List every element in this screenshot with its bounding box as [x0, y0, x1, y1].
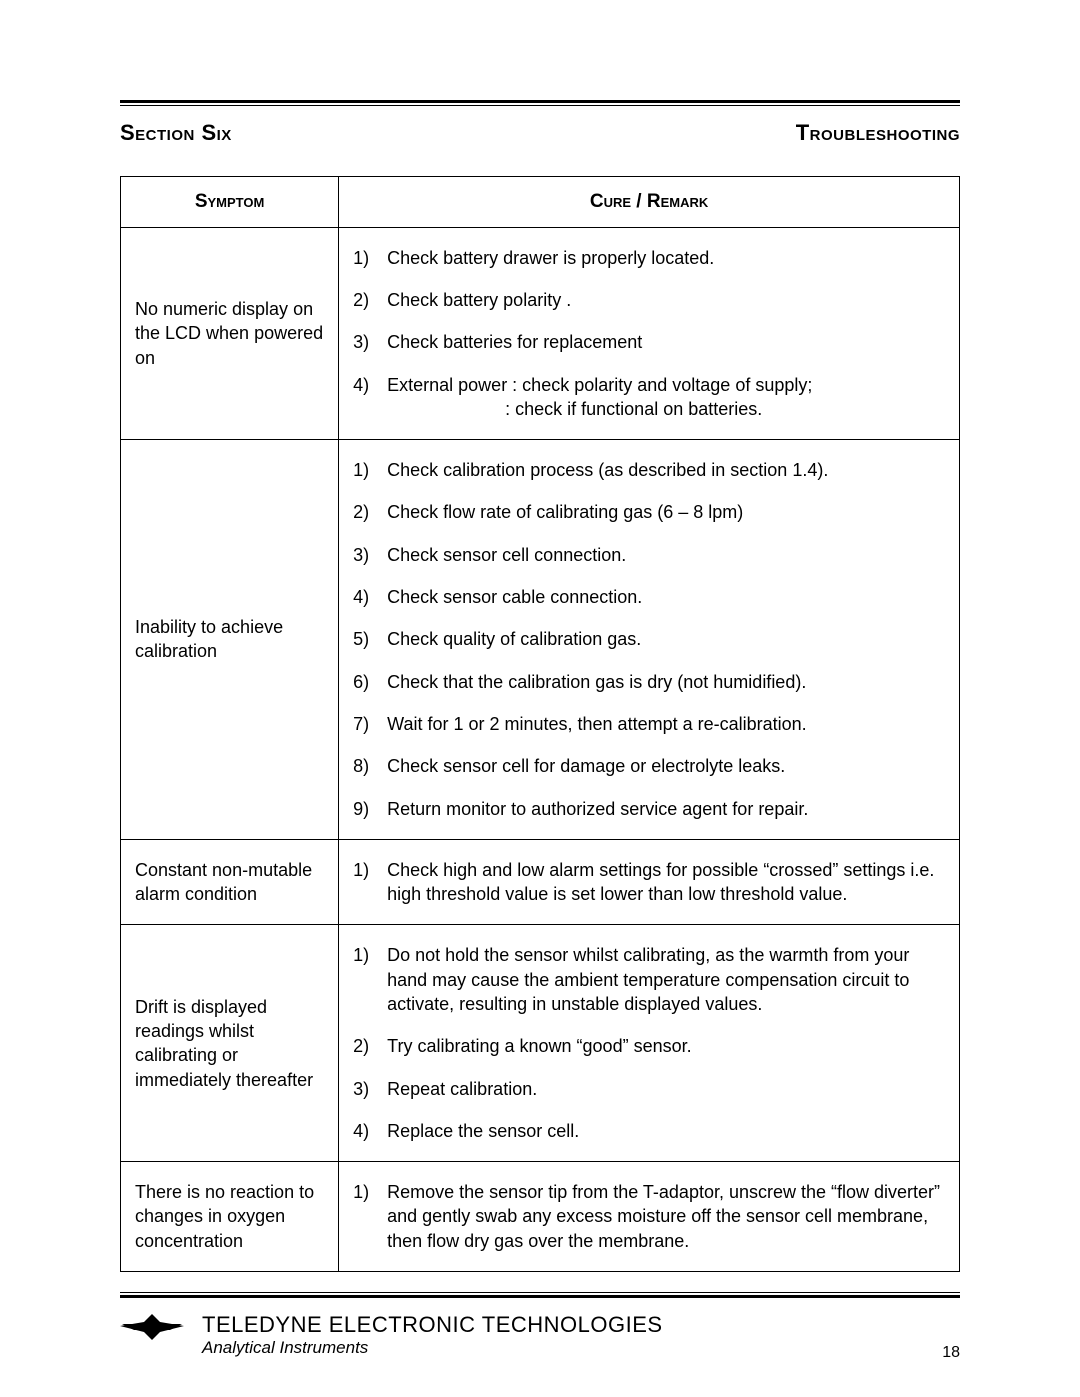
cure-list: Remove the sensor tip from the T-adaptor… [353, 1180, 945, 1253]
cure-item-subline: : check if functional on batteries. [387, 397, 945, 421]
cure-list: Check calibration process (as described … [353, 458, 945, 821]
cure-item: Check batteries for replacement [381, 330, 945, 354]
cure-item: Check sensor cable connection. [381, 585, 945, 609]
symptom-cell: Constant non-mutable alarm condition [121, 839, 339, 925]
cure-item: Remove the sensor tip from the T-adaptor… [381, 1180, 945, 1253]
table-header-row: Symptom Cure / Remark [121, 177, 960, 228]
page-number: 18 [942, 1344, 960, 1362]
cure-item: Do not hold the sensor whilst calibratin… [381, 943, 945, 1016]
cure-item: Check sensor cell for damage or electrol… [381, 754, 945, 778]
footer-company: TELEDYNE ELECTRONIC TECHNOLOGIES [202, 1312, 663, 1338]
footer-text: TELEDYNE ELECTRONIC TECHNOLOGIES Analyti… [202, 1312, 663, 1358]
cure-item: Return monitor to authorized service age… [381, 797, 945, 821]
table-row: There is no reaction to changes in oxyge… [121, 1162, 960, 1272]
col-symptom: Symptom [121, 177, 339, 228]
table-row: Inability to achieve calibration Check ca… [121, 440, 960, 840]
cure-item: Check sensor cell connection. [381, 543, 945, 567]
cure-item: External power : check polarity and volt… [381, 373, 945, 422]
cure-cell: Check battery drawer is properly located… [339, 227, 960, 439]
table-row: Drift is displayed readings whilst calib… [121, 925, 960, 1162]
cure-cell: Remove the sensor tip from the T-adaptor… [339, 1162, 960, 1272]
symptom-cell: Inability to achieve calibration [121, 440, 339, 840]
symptom-cell: There is no reaction to changes in oxyge… [121, 1162, 339, 1272]
cure-list: Check battery drawer is properly located… [353, 246, 945, 421]
cure-cell: Check high and low alarm settings for po… [339, 839, 960, 925]
page-header: Section Six Troubleshooting [120, 120, 960, 146]
cure-cell: Check calibration process (as described … [339, 440, 960, 840]
cure-list: Do not hold the sensor whilst calibratin… [353, 943, 945, 1143]
symptom-cell: Drift is displayed readings whilst calib… [121, 925, 339, 1162]
cure-item: Check high and low alarm settings for po… [381, 858, 945, 907]
footer-subline: Analytical Instruments [202, 1338, 663, 1358]
symptom-cell: No numeric display on the LCD when power… [121, 227, 339, 439]
cure-item: Wait for 1 or 2 minutes, then attempt a … [381, 712, 945, 736]
cure-cell: Do not hold the sensor whilst calibratin… [339, 925, 960, 1162]
page-footer: TELEDYNE ELECTRONIC TECHNOLOGIES Analyti… [120, 1312, 960, 1358]
cure-item: Try calibrating a known “good” sensor. [381, 1034, 945, 1058]
cure-item: Check battery drawer is properly located… [381, 246, 945, 270]
document-page: Section Six Troubleshooting Symptom Cure… [0, 0, 1080, 1397]
bottom-rule [120, 1292, 960, 1298]
troubleshooting-table: Symptom Cure / Remark No numeric display… [120, 176, 960, 1272]
section-label: Section Six [120, 120, 232, 146]
top-rule [120, 100, 960, 106]
cure-item: Check calibration process (as described … [381, 458, 945, 482]
teledyne-logo-icon [120, 1312, 184, 1342]
cure-item: Check quality of calibration gas. [381, 627, 945, 651]
table-row: No numeric display on the LCD when power… [121, 227, 960, 439]
cure-item: Check battery polarity . [381, 288, 945, 312]
page-title: Troubleshooting [796, 120, 960, 146]
cure-item: Repeat calibration. [381, 1077, 945, 1101]
cure-item: Replace the sensor cell. [381, 1119, 945, 1143]
table-row: Constant non-mutable alarm condition Chec… [121, 839, 960, 925]
cure-item: Check that the calibration gas is dry (n… [381, 670, 945, 694]
cure-item: Check flow rate of calibrating gas (6 – … [381, 500, 945, 524]
cure-list: Check high and low alarm settings for po… [353, 858, 945, 907]
col-cure: Cure / Remark [339, 177, 960, 228]
